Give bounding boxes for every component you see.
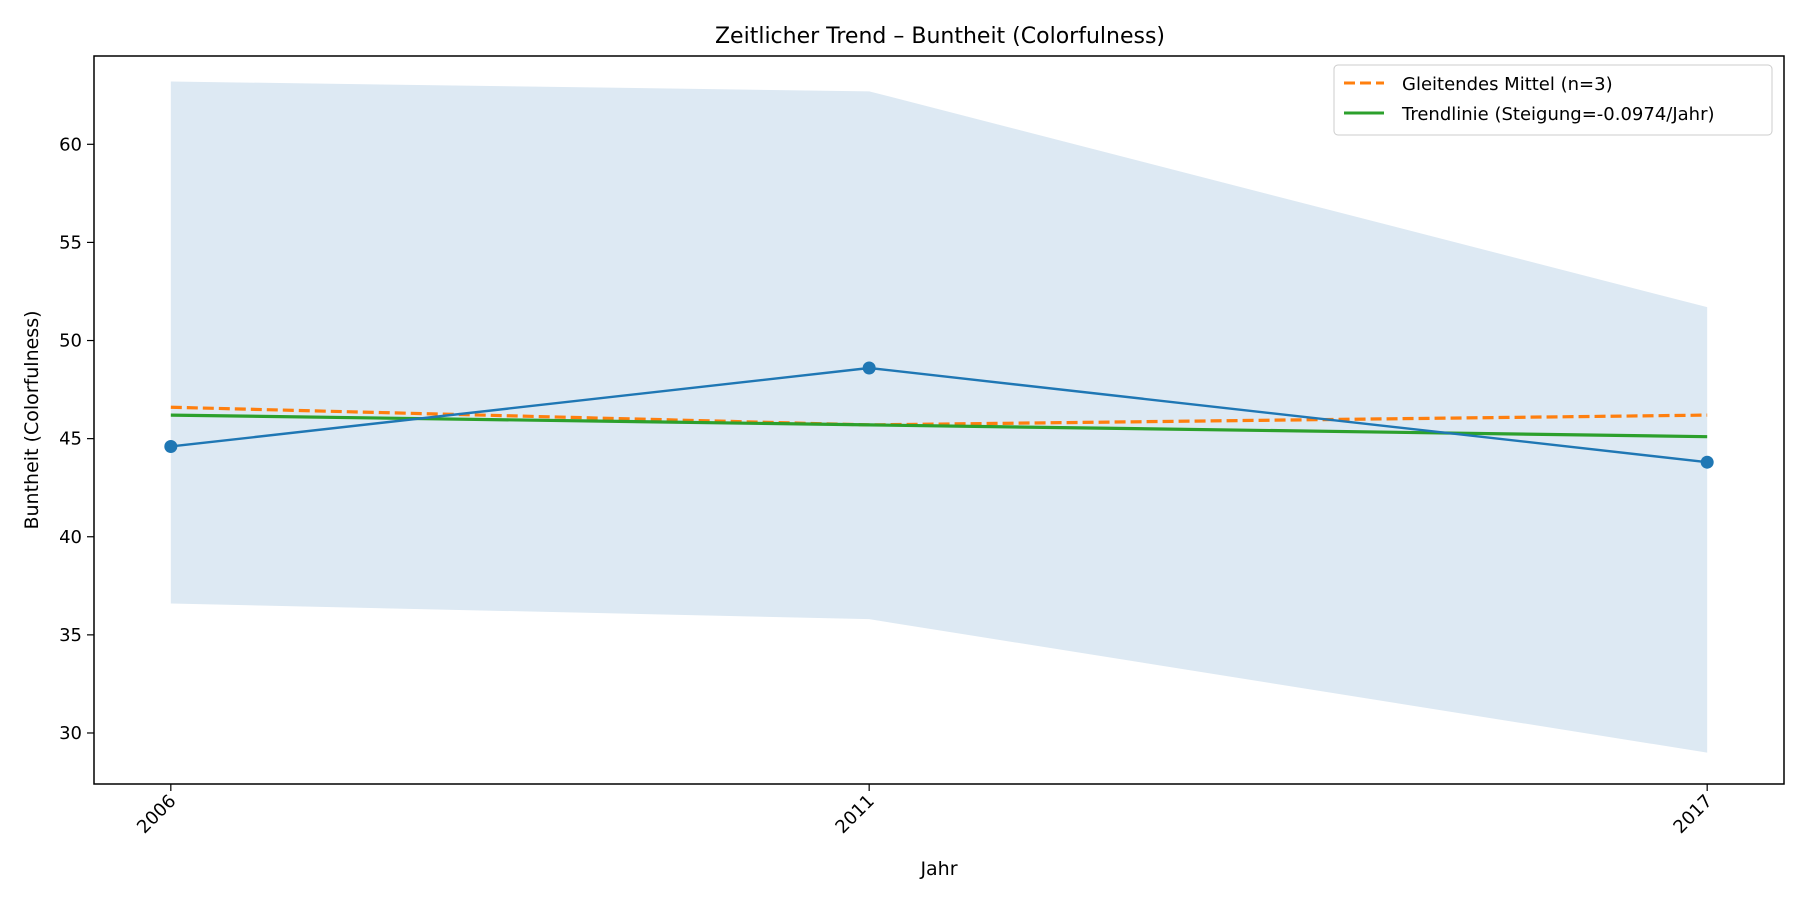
y-tick-label: 45 [59, 429, 82, 450]
legend: Gleitendes Mittel (n=3) Trendlinie (Stei… [1333, 64, 1773, 136]
data-point [164, 439, 178, 453]
data-point [862, 361, 876, 375]
plot-frame [93, 55, 1785, 785]
x-axis: 2006 2011 2017 [133, 784, 1717, 838]
confidence-band [170, 81, 1708, 753]
y-tick-label: 60 [59, 134, 82, 155]
y-tick-label: 50 [59, 331, 82, 352]
data-point [1700, 455, 1714, 469]
y-tick-label: 30 [59, 723, 82, 744]
legend-label-trendline: Trendlinie (Steigung=-0.0974/Jahr) [1401, 104, 1715, 125]
plot-area [164, 81, 1714, 753]
y-tick-label: 40 [59, 527, 82, 548]
y-axis: 30 35 40 45 50 55 60 [59, 134, 94, 744]
y-tick-label: 55 [59, 232, 82, 253]
x-axis-label: Jahr [919, 858, 957, 880]
legend-label-moving-average: Gleitendes Mittel (n=3) [1402, 74, 1613, 95]
x-tick-label: 2011 [831, 791, 878, 838]
series-line-2 [170, 413, 1708, 439]
x-tick-label: 2017 [1669, 791, 1716, 838]
x-tick-label: 2006 [133, 791, 180, 838]
chart-title: Zeitlicher Trend – Buntheit (Colorfulnes… [715, 24, 1165, 49]
y-axis-label: Buntheit (Colorfulness) [21, 310, 43, 529]
y-tick-label: 35 [59, 625, 82, 646]
legend-box [1333, 64, 1773, 136]
